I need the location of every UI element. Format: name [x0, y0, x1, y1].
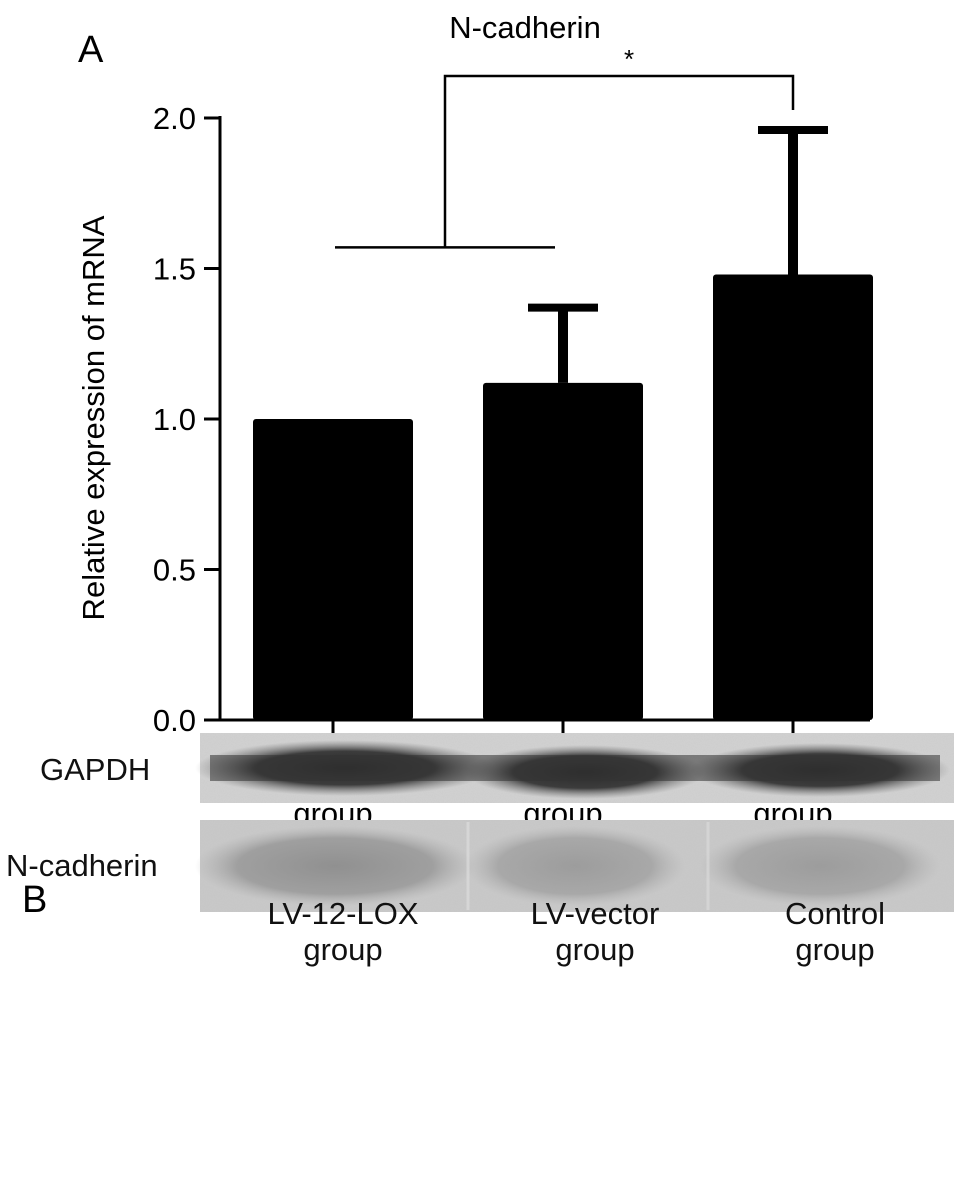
bar [483, 382, 643, 720]
panel-b-label: B [22, 879, 47, 921]
lane-label-1-line2: group [303, 932, 383, 967]
lane-label-1-line1: LV-12-LOX [267, 896, 419, 931]
lane-label-3: Control group [730, 896, 940, 968]
row-label-gapdh: GAPDH [40, 752, 151, 787]
ncadherin-band-1 [195, 826, 475, 906]
lane-label-2: LV-vector group [490, 896, 700, 968]
significance-bracket: * [335, 44, 795, 249]
lane-label-3-line2: group [795, 932, 875, 967]
blot-row-gapdh [195, 733, 954, 803]
blot-panel [195, 733, 954, 912]
sig-bracket-line [443, 74, 795, 248]
bars-group [253, 126, 873, 734]
sig-star: * [624, 44, 634, 74]
lane-label-2-line1: LV-vector [530, 896, 660, 931]
ncadherin-band-2 [465, 826, 685, 906]
bar [253, 419, 413, 720]
lane-label-2-line2: group [555, 932, 635, 967]
lane-label-1: LV-12-LOX group [238, 896, 448, 968]
y-axis-label: Relative expression of mRNA [76, 215, 111, 620]
y-tick-label: 2.0 [153, 101, 196, 136]
y-ticks: 0.0 0.5 1.0 1.5 2.0 [153, 101, 220, 738]
row-label-ncadherin: N-cadherin [6, 848, 158, 883]
y-tick-label: 0.5 [153, 553, 196, 588]
panel-a-label: A [78, 29, 104, 71]
ncadherin-band-3 [700, 826, 940, 906]
chart-title: N-cadherin [449, 10, 601, 45]
y-tick-label: 1.0 [153, 402, 196, 437]
bar [713, 274, 873, 720]
y-tick-label: 1.5 [153, 252, 196, 287]
lane-label-3-line1: Control [785, 896, 885, 931]
y-tick-label: 0.0 [153, 703, 196, 738]
blot-row-ncadherin [195, 820, 954, 912]
